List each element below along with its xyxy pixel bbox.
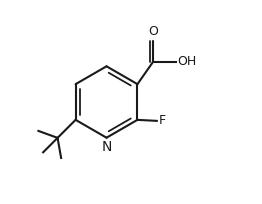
Text: N: N (101, 140, 112, 154)
Text: OH: OH (177, 55, 196, 68)
Text: O: O (148, 25, 158, 38)
Text: F: F (159, 114, 166, 127)
